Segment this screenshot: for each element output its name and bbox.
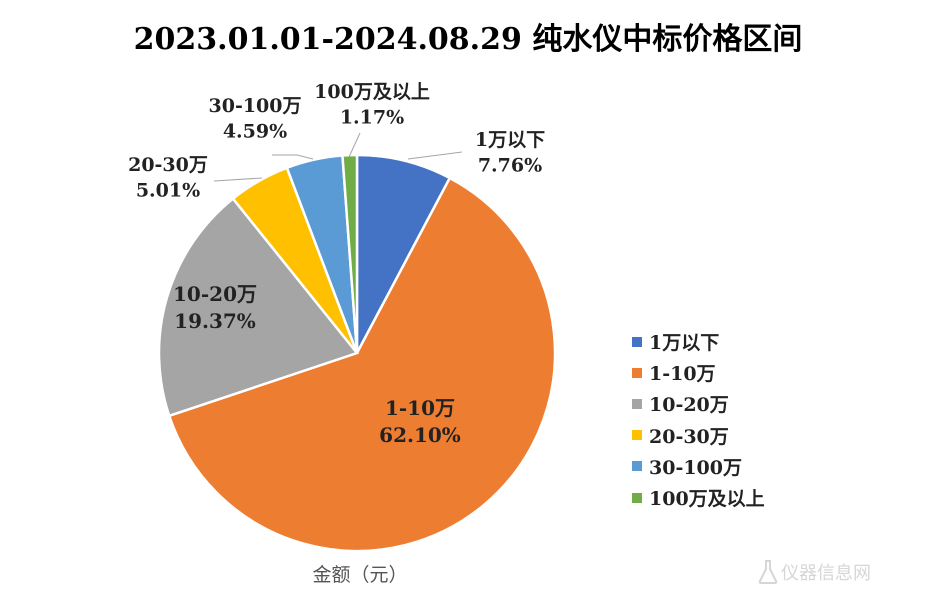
legend-swatch xyxy=(632,461,642,472)
legend-item: 30-100万 xyxy=(632,451,765,482)
legend-item: 10-20万 xyxy=(632,388,765,419)
leader-line xyxy=(213,177,263,182)
legend-label: 10-20万 xyxy=(649,394,729,417)
leader-line xyxy=(348,132,361,158)
data-label: 100万及以上 1.17% xyxy=(314,81,430,129)
watermark: 仪器信息网 xyxy=(758,559,871,585)
flask-icon xyxy=(758,560,778,584)
legend-label: 30-100万 xyxy=(649,456,742,479)
watermark-text: 仪器信息网 xyxy=(781,563,871,584)
pie-slice xyxy=(355,153,452,354)
slice-labels: 1万以下 7.76% 1-10万 62.10% 10-20万 19.37% 20-30万 5.… xyxy=(128,81,545,447)
data-label: 10-20万 19.37% xyxy=(173,282,257,333)
legend-item: 1-10万 xyxy=(632,357,765,388)
chart-title: 2023.01.01-2024.08.29 纯水仪中标价格区间 xyxy=(133,22,803,57)
legend-label: 1-10万 xyxy=(649,363,716,386)
data-label: 1万以下 7.76% xyxy=(475,129,545,177)
pie-slice xyxy=(167,176,557,553)
pie-slice xyxy=(157,196,360,418)
legend-item: 100万及以上 xyxy=(632,482,765,513)
legend: 1万以下 1-10万 10-20万 20-30万 30-100万 100万及以上 xyxy=(632,326,765,513)
legend-label: 100万及以上 xyxy=(649,488,765,511)
pie-slices xyxy=(157,153,557,553)
legend-label: 1万以下 xyxy=(649,332,720,355)
data-label: 20-30万 5.01% xyxy=(128,154,208,202)
legend-label: 20-30万 xyxy=(649,425,729,448)
legend-swatch xyxy=(632,430,642,441)
legend-item: 1万以下 xyxy=(632,326,765,357)
data-label: 30-100万 4.59% xyxy=(209,95,302,143)
leader-line xyxy=(407,151,463,160)
legend-swatch xyxy=(632,398,642,409)
legend-swatch xyxy=(632,492,642,503)
data-label: 1-10万 62.10% xyxy=(379,396,461,447)
leader-lines xyxy=(213,132,463,182)
legend-item: 20-30万 xyxy=(632,420,765,451)
axis-caption: 金额（元） xyxy=(312,564,408,586)
legend-swatch xyxy=(632,367,642,378)
leader-line xyxy=(272,154,314,160)
legend-swatch xyxy=(632,336,642,347)
